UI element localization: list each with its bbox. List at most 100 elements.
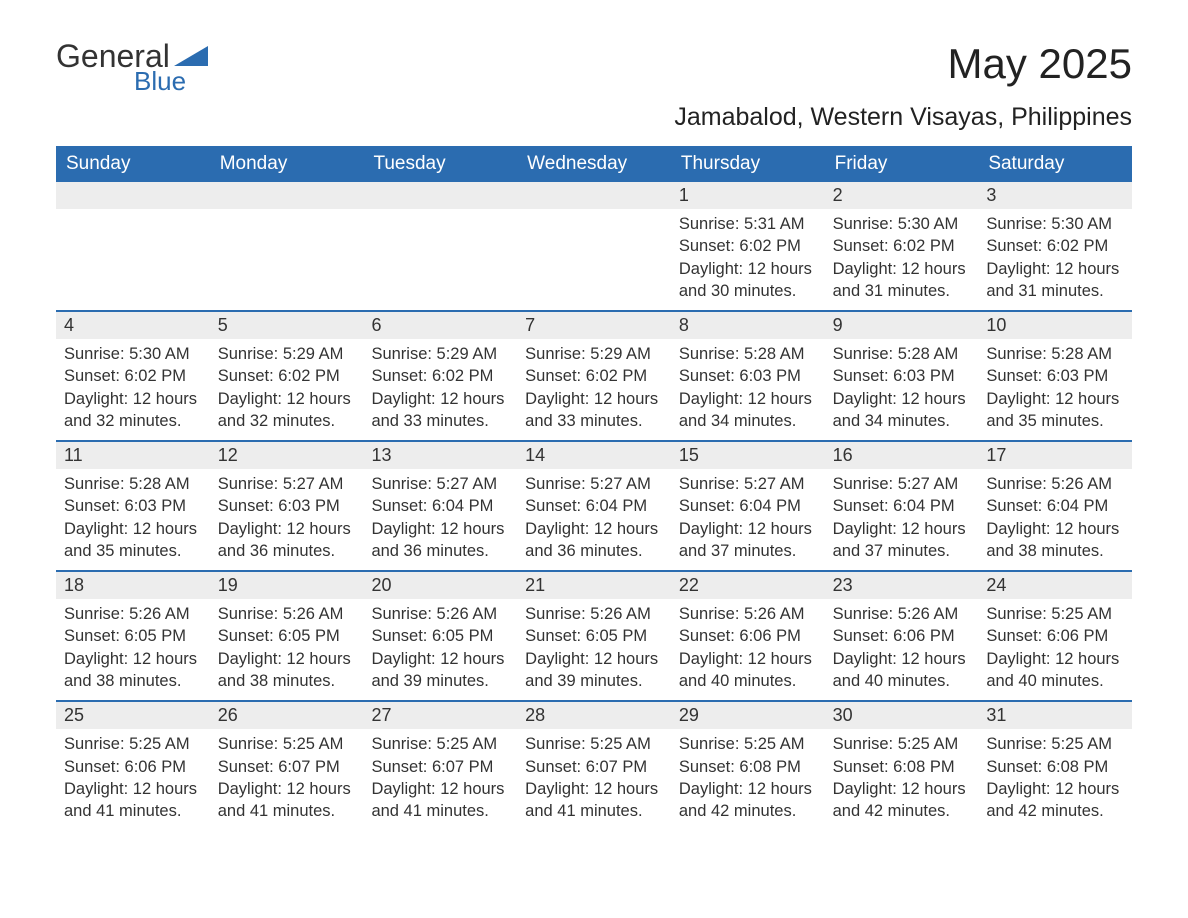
sunset-line: Sunset: 6:04 PM bbox=[371, 495, 509, 517]
sunrise-line: Sunrise: 5:26 AM bbox=[986, 473, 1124, 495]
sunrise-line: Sunrise: 5:27 AM bbox=[833, 473, 971, 495]
day-body: Sunrise: 5:28 AMSunset: 6:03 PMDaylight:… bbox=[978, 339, 1132, 440]
daylight-line: Daylight: 12 hours and 41 minutes. bbox=[64, 778, 202, 823]
day-body: Sunrise: 5:28 AMSunset: 6:03 PMDaylight:… bbox=[56, 469, 210, 570]
day-number: 17 bbox=[978, 442, 1132, 469]
calendar-day: 24Sunrise: 5:25 AMSunset: 6:06 PMDayligh… bbox=[978, 572, 1132, 700]
day-body: Sunrise: 5:27 AMSunset: 6:04 PMDaylight:… bbox=[517, 469, 671, 570]
sunset-line: Sunset: 6:05 PM bbox=[218, 625, 356, 647]
weekday-header: Thursday bbox=[671, 146, 825, 182]
day-number: 8 bbox=[671, 312, 825, 339]
sunrise-line: Sunrise: 5:26 AM bbox=[371, 603, 509, 625]
day-body: Sunrise: 5:25 AMSunset: 6:07 PMDaylight:… bbox=[363, 729, 517, 830]
sunset-line: Sunset: 6:05 PM bbox=[371, 625, 509, 647]
day-number: 12 bbox=[210, 442, 364, 469]
day-body: Sunrise: 5:26 AMSunset: 6:04 PMDaylight:… bbox=[978, 469, 1132, 570]
day-number: 18 bbox=[56, 572, 210, 599]
sunset-line: Sunset: 6:05 PM bbox=[525, 625, 663, 647]
calendar-day bbox=[56, 182, 210, 310]
calendar-day: 28Sunrise: 5:25 AMSunset: 6:07 PMDayligh… bbox=[517, 702, 671, 830]
day-number: 9 bbox=[825, 312, 979, 339]
daylight-line: Daylight: 12 hours and 31 minutes. bbox=[986, 258, 1124, 303]
sunset-line: Sunset: 6:05 PM bbox=[64, 625, 202, 647]
weekday-header: Tuesday bbox=[363, 146, 517, 182]
daylight-line: Daylight: 12 hours and 35 minutes. bbox=[986, 388, 1124, 433]
daylight-line: Daylight: 12 hours and 30 minutes. bbox=[679, 258, 817, 303]
day-number: 24 bbox=[978, 572, 1132, 599]
calendar-week: 18Sunrise: 5:26 AMSunset: 6:05 PMDayligh… bbox=[56, 570, 1132, 700]
daylight-line: Daylight: 12 hours and 41 minutes. bbox=[525, 778, 663, 823]
daylight-line: Daylight: 12 hours and 39 minutes. bbox=[371, 648, 509, 693]
sunset-line: Sunset: 6:08 PM bbox=[986, 756, 1124, 778]
sunset-line: Sunset: 6:03 PM bbox=[833, 365, 971, 387]
calendar-day: 30Sunrise: 5:25 AMSunset: 6:08 PMDayligh… bbox=[825, 702, 979, 830]
daylight-line: Daylight: 12 hours and 40 minutes. bbox=[679, 648, 817, 693]
calendar-day: 22Sunrise: 5:26 AMSunset: 6:06 PMDayligh… bbox=[671, 572, 825, 700]
sunrise-line: Sunrise: 5:25 AM bbox=[64, 733, 202, 755]
calendar-day: 6Sunrise: 5:29 AMSunset: 6:02 PMDaylight… bbox=[363, 312, 517, 440]
sunrise-line: Sunrise: 5:28 AM bbox=[986, 343, 1124, 365]
day-number: 14 bbox=[517, 442, 671, 469]
daylight-line: Daylight: 12 hours and 34 minutes. bbox=[679, 388, 817, 433]
sunset-line: Sunset: 6:02 PM bbox=[833, 235, 971, 257]
day-body: Sunrise: 5:31 AMSunset: 6:02 PMDaylight:… bbox=[671, 209, 825, 310]
daylight-line: Daylight: 12 hours and 39 minutes. bbox=[525, 648, 663, 693]
calendar-day: 25Sunrise: 5:25 AMSunset: 6:06 PMDayligh… bbox=[56, 702, 210, 830]
sunrise-line: Sunrise: 5:28 AM bbox=[833, 343, 971, 365]
day-body: Sunrise: 5:29 AMSunset: 6:02 PMDaylight:… bbox=[363, 339, 517, 440]
sunrise-line: Sunrise: 5:29 AM bbox=[525, 343, 663, 365]
day-body: Sunrise: 5:26 AMSunset: 6:06 PMDaylight:… bbox=[825, 599, 979, 700]
sunset-line: Sunset: 6:02 PM bbox=[525, 365, 663, 387]
day-number bbox=[363, 182, 517, 209]
day-body: Sunrise: 5:26 AMSunset: 6:05 PMDaylight:… bbox=[56, 599, 210, 700]
day-body: Sunrise: 5:27 AMSunset: 6:04 PMDaylight:… bbox=[825, 469, 979, 570]
day-number: 5 bbox=[210, 312, 364, 339]
daylight-line: Daylight: 12 hours and 37 minutes. bbox=[833, 518, 971, 563]
daylight-line: Daylight: 12 hours and 42 minutes. bbox=[833, 778, 971, 823]
calendar: SundayMondayTuesdayWednesdayThursdayFrid… bbox=[56, 146, 1132, 830]
day-body: Sunrise: 5:25 AMSunset: 6:08 PMDaylight:… bbox=[978, 729, 1132, 830]
sunset-line: Sunset: 6:03 PM bbox=[679, 365, 817, 387]
daylight-line: Daylight: 12 hours and 42 minutes. bbox=[986, 778, 1124, 823]
sunset-line: Sunset: 6:03 PM bbox=[986, 365, 1124, 387]
daylight-line: Daylight: 12 hours and 31 minutes. bbox=[833, 258, 971, 303]
sunrise-line: Sunrise: 5:25 AM bbox=[525, 733, 663, 755]
sunset-line: Sunset: 6:04 PM bbox=[679, 495, 817, 517]
sunrise-line: Sunrise: 5:26 AM bbox=[525, 603, 663, 625]
day-number: 13 bbox=[363, 442, 517, 469]
day-number: 21 bbox=[517, 572, 671, 599]
weekday-header: Friday bbox=[825, 146, 979, 182]
daylight-line: Daylight: 12 hours and 38 minutes. bbox=[218, 648, 356, 693]
calendar-week: 1Sunrise: 5:31 AMSunset: 6:02 PMDaylight… bbox=[56, 182, 1132, 310]
calendar-day: 16Sunrise: 5:27 AMSunset: 6:04 PMDayligh… bbox=[825, 442, 979, 570]
day-number: 3 bbox=[978, 182, 1132, 209]
sunrise-line: Sunrise: 5:29 AM bbox=[218, 343, 356, 365]
day-body: Sunrise: 5:30 AMSunset: 6:02 PMDaylight:… bbox=[978, 209, 1132, 310]
daylight-line: Daylight: 12 hours and 32 minutes. bbox=[64, 388, 202, 433]
sunset-line: Sunset: 6:02 PM bbox=[218, 365, 356, 387]
sunset-line: Sunset: 6:04 PM bbox=[986, 495, 1124, 517]
day-number: 31 bbox=[978, 702, 1132, 729]
calendar-day bbox=[517, 182, 671, 310]
sunset-line: Sunset: 6:03 PM bbox=[64, 495, 202, 517]
calendar-week: 25Sunrise: 5:25 AMSunset: 6:06 PMDayligh… bbox=[56, 700, 1132, 830]
day-body: Sunrise: 5:28 AMSunset: 6:03 PMDaylight:… bbox=[671, 339, 825, 440]
day-body: Sunrise: 5:25 AMSunset: 6:07 PMDaylight:… bbox=[210, 729, 364, 830]
sunrise-line: Sunrise: 5:30 AM bbox=[986, 213, 1124, 235]
sunrise-line: Sunrise: 5:26 AM bbox=[833, 603, 971, 625]
weekday-header: Sunday bbox=[56, 146, 210, 182]
sunrise-line: Sunrise: 5:29 AM bbox=[371, 343, 509, 365]
day-body: Sunrise: 5:27 AMSunset: 6:03 PMDaylight:… bbox=[210, 469, 364, 570]
daylight-line: Daylight: 12 hours and 38 minutes. bbox=[64, 648, 202, 693]
calendar-day: 2Sunrise: 5:30 AMSunset: 6:02 PMDaylight… bbox=[825, 182, 979, 310]
sunset-line: Sunset: 6:02 PM bbox=[986, 235, 1124, 257]
daylight-line: Daylight: 12 hours and 41 minutes. bbox=[218, 778, 356, 823]
day-body: Sunrise: 5:26 AMSunset: 6:05 PMDaylight:… bbox=[210, 599, 364, 700]
day-body: Sunrise: 5:27 AMSunset: 6:04 PMDaylight:… bbox=[363, 469, 517, 570]
sunset-line: Sunset: 6:06 PM bbox=[679, 625, 817, 647]
calendar-day: 15Sunrise: 5:27 AMSunset: 6:04 PMDayligh… bbox=[671, 442, 825, 570]
page-title: May 2025 bbox=[948, 40, 1132, 88]
sunrise-line: Sunrise: 5:25 AM bbox=[218, 733, 356, 755]
day-number: 11 bbox=[56, 442, 210, 469]
day-body: Sunrise: 5:29 AMSunset: 6:02 PMDaylight:… bbox=[210, 339, 364, 440]
